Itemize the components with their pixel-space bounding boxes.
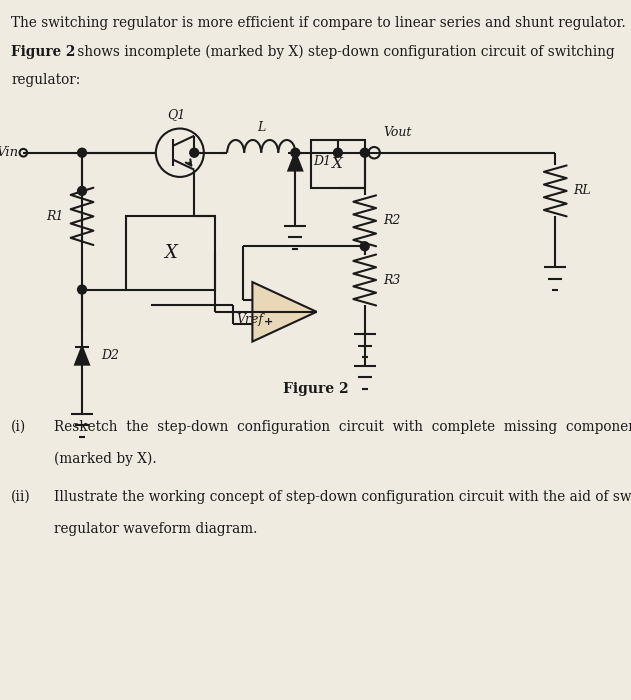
Text: (ii): (ii) xyxy=(11,490,31,504)
Circle shape xyxy=(78,186,86,195)
Text: X: X xyxy=(164,244,177,262)
Text: Figure 2: Figure 2 xyxy=(11,45,76,59)
Circle shape xyxy=(78,285,86,294)
Text: Vref: Vref xyxy=(237,313,264,326)
Text: Vout: Vout xyxy=(384,126,412,139)
Polygon shape xyxy=(75,346,89,365)
Text: Illustrate the working concept of step-down configuration circuit with the aid o: Illustrate the working concept of step-d… xyxy=(54,490,631,504)
Polygon shape xyxy=(288,153,302,171)
Polygon shape xyxy=(252,282,317,342)
Circle shape xyxy=(190,148,199,158)
Text: R1: R1 xyxy=(45,210,63,223)
Text: The switching regulator is more efficient if compare to linear series and shunt : The switching regulator is more efficien… xyxy=(11,16,626,30)
Text: Figure 2: Figure 2 xyxy=(283,382,348,395)
Circle shape xyxy=(291,148,300,158)
Text: +: + xyxy=(263,317,273,328)
Text: D1: D1 xyxy=(313,155,331,168)
Text: RL: RL xyxy=(573,184,591,197)
Text: regulator:: regulator: xyxy=(11,74,81,88)
Circle shape xyxy=(78,148,86,158)
Circle shape xyxy=(333,148,342,158)
Text: D2: D2 xyxy=(101,349,119,362)
Circle shape xyxy=(360,148,369,158)
Text: Q1: Q1 xyxy=(168,108,186,121)
Text: R2: R2 xyxy=(384,214,401,228)
Text: shows incomplete (marked by X) step-down configuration circuit of switching: shows incomplete (marked by X) step-down… xyxy=(73,45,615,59)
Text: Resketch  the  step-down  configuration  circuit  with  complete  missing  compo: Resketch the step-down configuration cir… xyxy=(54,420,631,434)
Text: L: L xyxy=(257,120,266,134)
Text: (i): (i) xyxy=(11,420,27,434)
Text: regulator waveform diagram.: regulator waveform diagram. xyxy=(54,522,257,536)
Text: (marked by X).: (marked by X). xyxy=(54,452,156,466)
Circle shape xyxy=(360,241,369,251)
Text: X: X xyxy=(333,157,343,171)
Text: Vin: Vin xyxy=(0,146,19,159)
Text: R3: R3 xyxy=(384,274,401,286)
